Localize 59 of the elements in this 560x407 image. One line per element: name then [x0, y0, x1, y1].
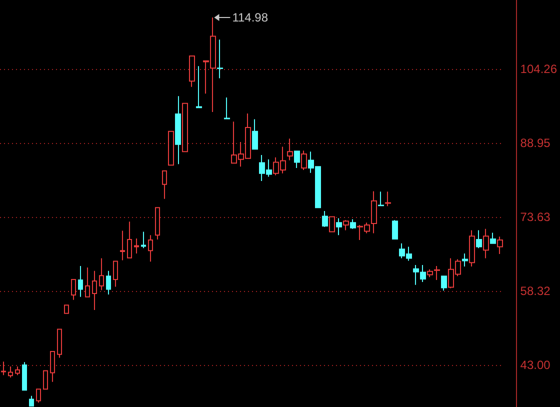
candlestick: [162, 170, 167, 200]
candlestick: [71, 279, 76, 300]
candlestick: [134, 238, 139, 254]
candlestick: [469, 230, 475, 268]
candlestick: [78, 266, 83, 298]
candlestick: [175, 96, 181, 165]
candlestick: [168, 130, 174, 166]
candlestick: [148, 234, 153, 262]
y-tick-label: 58.32: [520, 284, 551, 298]
candlestick: [36, 388, 41, 404]
candlestick: [392, 220, 398, 240]
candlestick: [462, 252, 468, 268]
y-tick-label: 104.26: [520, 62, 558, 76]
candlestick: [322, 210, 328, 228]
candlestick: [217, 39, 223, 79]
candlestick: [252, 118, 258, 150]
candlestick: [434, 266, 440, 281]
y-tick-label: 43.00: [520, 358, 551, 372]
candlestick: [113, 260, 118, 288]
candlestick: [85, 266, 90, 298]
candlestick: [141, 231, 146, 249]
candlestick: [127, 221, 132, 259]
candlestick: [92, 270, 97, 310]
candlestick: [22, 362, 27, 391]
candlestick: [64, 304, 69, 314]
candlestick: [385, 191, 391, 207]
candlestick: [196, 66, 202, 108]
candlestick: [50, 350, 55, 382]
candlestick: [343, 220, 349, 231]
candlestick: [483, 228, 489, 259]
candlestick: [99, 258, 104, 291]
candlestick: [427, 268, 433, 278]
candlestick: [57, 328, 62, 358]
y-tick-label: 73.63: [520, 210, 551, 224]
candlestick: [490, 232, 496, 244]
candlestick: [189, 56, 195, 88]
candlestick: [497, 236, 503, 254]
candlestick: [120, 230, 125, 261]
candlestick: [155, 207, 160, 240]
candlestick: [106, 270, 111, 296]
candlestick: [294, 150, 300, 169]
candlestick: [301, 150, 307, 170]
y-tick-label: 88.95: [520, 136, 551, 150]
candlestick: [182, 102, 188, 152]
candlestick: [371, 190, 377, 234]
candlestick: [1, 361, 6, 376]
candlestick: [8, 366, 13, 378]
candlestick: [476, 230, 482, 249]
candlestick: [287, 138, 293, 161]
candlestick: [350, 218, 356, 230]
candlestick: [15, 366, 20, 376]
candlestick: [29, 395, 34, 407]
candlestick: [43, 370, 48, 390]
candlestick: [441, 276, 447, 292]
candlestick: [329, 216, 335, 232]
candlestick: [336, 218, 342, 236]
candlestick: [224, 97, 230, 120]
candlestick: [378, 191, 384, 207]
annotation: 114.98: [232, 10, 268, 24]
